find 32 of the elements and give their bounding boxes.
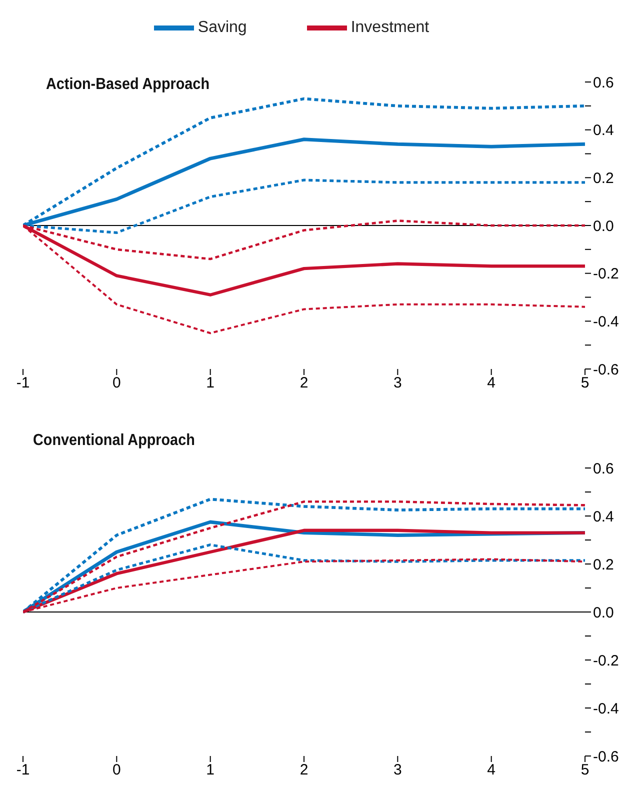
x-tick-label: 1 (206, 374, 215, 392)
x-tick-label: 3 (393, 762, 402, 779)
y-tick-label: -0.4 (593, 700, 619, 718)
y-tick-label: 0.6 (593, 460, 614, 478)
x-tick-label: 4 (487, 762, 496, 779)
y-tick-label: -0.4 (593, 313, 619, 330)
chart-title: Action-Based Approach (46, 76, 210, 94)
y-tick-label: 0.4 (593, 508, 614, 526)
x-tick-label: 0 (112, 374, 121, 392)
y-tick-label: 0.6 (593, 74, 614, 92)
x-tick-label: 3 (393, 374, 402, 392)
x-tick-label: 5 (580, 374, 590, 392)
y-tick-label: 0.0 (593, 218, 614, 235)
y-tick-label: -0.6 (593, 361, 619, 378)
x-tick-label: 0 (112, 762, 121, 779)
x-tick-label: 2 (300, 374, 308, 392)
legend-label: Saving (198, 19, 247, 36)
legend-label: Investment (350, 19, 430, 36)
x-tick-label: -1 (16, 762, 30, 779)
y-tick-label: -0.2 (593, 266, 619, 283)
x-tick-label: 5 (580, 762, 590, 779)
x-tick-label: 4 (487, 374, 496, 392)
x-tick-label: -1 (16, 374, 30, 392)
x-tick-label: 2 (300, 762, 308, 779)
y-tick-label: 0.2 (593, 170, 614, 187)
x-tick-label: 1 (206, 762, 215, 779)
y-tick-label: 0.2 (593, 556, 614, 574)
chart-title: Conventional Approach (33, 432, 195, 450)
y-tick-label: -0.6 (593, 748, 619, 766)
y-tick-label: -0.2 (593, 652, 619, 670)
y-tick-label: 0.4 (593, 122, 614, 140)
y-tick-label: 0.0 (593, 604, 614, 622)
